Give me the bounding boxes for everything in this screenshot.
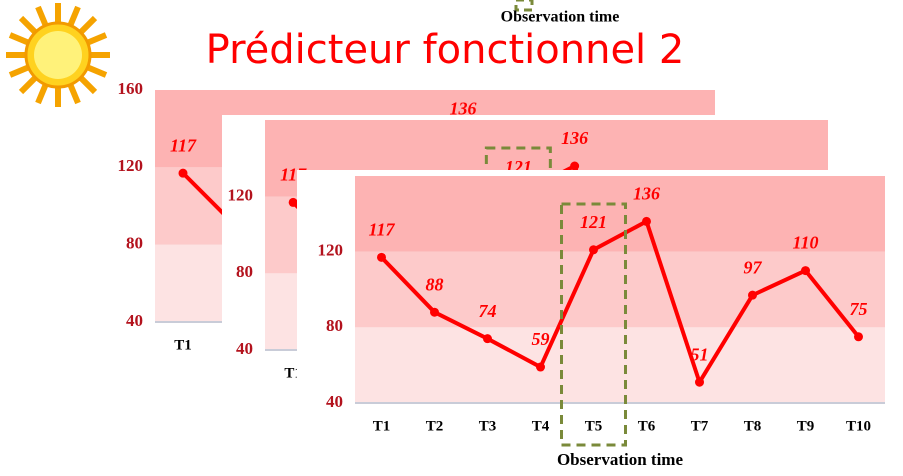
y-tick-label: 120 xyxy=(118,156,144,175)
x-tick-label: T7 xyxy=(691,418,709,434)
data-label: 59 xyxy=(532,329,550,349)
data-label: 136 xyxy=(633,184,660,204)
x-tick-label: T9 xyxy=(797,418,815,434)
y-tick-label: 160 xyxy=(118,79,144,98)
data-label: 136 xyxy=(561,128,588,148)
slide: Prédicteur fonctionnel 2 Observation tim… xyxy=(0,0,903,476)
x-tick-label: T2 xyxy=(426,418,444,434)
x-tick-label: T3 xyxy=(479,418,497,434)
data-label: 97 xyxy=(744,257,763,277)
x-tick-label: T10 xyxy=(846,418,871,434)
data-label: 121 xyxy=(580,212,607,232)
y-tick-label: 40 xyxy=(326,392,343,411)
x-tick-label: T4 xyxy=(532,418,550,434)
slide-title: Prédicteur fonctionnel 2 xyxy=(206,27,685,73)
y-tick-label: 40 xyxy=(126,311,143,330)
x-tick-label: T8 xyxy=(744,418,762,434)
data-point xyxy=(801,266,810,275)
data-point xyxy=(430,308,439,317)
chart: 40 80 120 T1 T2 T3 T4 T5 T6 T7 T8 T9 T10 117 88 74 59 121… xyxy=(297,170,903,476)
y-tick-label: 40 xyxy=(236,339,253,358)
data-label: 88 xyxy=(426,274,444,294)
y-tick-label: 120 xyxy=(318,241,344,260)
y-tick-label: 80 xyxy=(236,262,253,281)
x-tick-label: T6 xyxy=(638,418,656,434)
data-point xyxy=(536,363,545,372)
data-label: 110 xyxy=(792,233,818,253)
y-tick-label: 80 xyxy=(326,316,343,335)
x-tick-label: T1 xyxy=(373,418,391,434)
data-label: 117 xyxy=(170,135,197,155)
x-axis-title: Observation time xyxy=(557,450,684,469)
data-point xyxy=(377,253,386,262)
data-point xyxy=(289,198,298,207)
data-point xyxy=(642,217,651,226)
sun-icon xyxy=(6,3,110,107)
top-caption: Observation time xyxy=(501,9,620,26)
data-label: 74 xyxy=(479,301,497,321)
data-point xyxy=(483,334,492,343)
data-label: 51 xyxy=(691,344,709,364)
y-tick-label: 80 xyxy=(126,234,143,253)
zone-band xyxy=(355,327,885,403)
data-point xyxy=(748,291,757,300)
data-point xyxy=(695,378,704,387)
page: Prédicteur fonctionnel 2 Observation tim… xyxy=(0,0,903,476)
data-point xyxy=(179,169,188,178)
data-point xyxy=(854,332,863,341)
data-label: 75 xyxy=(850,299,868,319)
x-tick-label: T5 xyxy=(585,418,603,434)
data-point xyxy=(589,245,598,254)
x-tick-label: T1 xyxy=(174,337,192,353)
data-point xyxy=(570,162,579,171)
data-label: 117 xyxy=(368,219,395,239)
y-tick-label: 120 xyxy=(228,186,254,205)
